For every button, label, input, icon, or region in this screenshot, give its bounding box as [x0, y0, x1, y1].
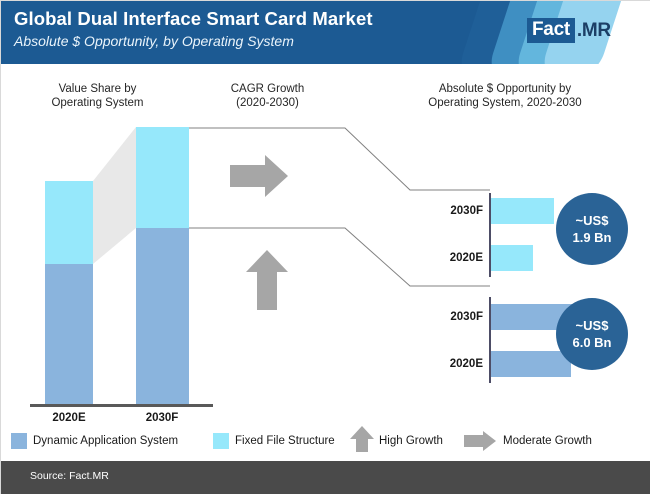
connector-line-upper [189, 127, 490, 191]
opportunity-bottom-label-2020e: 2020E [449, 358, 483, 370]
opportunity-bottom-label-2030f: 2030F [450, 311, 483, 323]
brand-logo: Fact .MR [527, 18, 611, 43]
legend-moderate-growth-arrow-icon [464, 431, 496, 451]
opportunity-heading-line2: Operating System, 2020-2030 [428, 97, 582, 109]
value-share-heading-line2: Operating System [51, 97, 144, 109]
legend-label-high-growth: High Growth [379, 435, 443, 447]
stacked-chart-x-axis [30, 404, 213, 407]
opportunity-heading-line1: Absolute $ Opportunity by [438, 83, 572, 95]
header-banner: Global Dual Interface Smart Card Market … [0, 0, 650, 64]
legend-swatch-dynamic-application-system [11, 433, 27, 449]
legend-high-growth-arrow-icon [350, 426, 374, 452]
opportunity-top-value-bubble: ~US$ 1.9 Bn [556, 193, 628, 265]
opportunity-top-bubble-line1: ~US$ [575, 213, 609, 228]
opportunity-top-label-2020e: 2020E [449, 252, 483, 264]
legend-label-moderate-growth: Moderate Growth [503, 435, 592, 447]
opportunity-bottom-bar-2020e [491, 351, 571, 377]
opportunity-top-bar-2020e [491, 245, 533, 271]
stacked-bar-2020e-fixed-file-structure [45, 181, 93, 264]
footer-source-text: Source: Fact.MR [30, 470, 109, 482]
section-heading-absolute-opportunity: Absolute $ Opportunity by Operating Syst… [380, 82, 630, 110]
moderate-growth-arrow-icon [230, 155, 288, 197]
section-heading-value-share: Value Share by Operating System [30, 82, 165, 110]
header-background [0, 0, 520, 64]
section-heading-cagr: CAGR Growth (2020-2030) [200, 82, 335, 110]
opportunity-top-axis [489, 193, 491, 277]
opportunity-bottom-bubble-line1: ~US$ [575, 318, 609, 333]
logo-main-text: Fact [527, 18, 575, 43]
page-title: Global Dual Interface Smart Card Market [14, 8, 373, 29]
opportunity-bottom-bubble-line2: 6.0 Bn [572, 335, 612, 350]
stacked-bar-2020e-dynamic-application-system [45, 264, 93, 405]
stacked-bar-link-band [93, 127, 136, 264]
connector-line-extra [183, 290, 410, 352]
opportunity-top-bubble-line2: 1.9 Bn [572, 230, 612, 245]
legend-label-fixed-file-structure: Fixed File Structure [235, 435, 335, 447]
opportunity-top-bar-2030f [491, 198, 554, 224]
stacked-bar-2030f-dynamic-application-system [136, 228, 189, 405]
high-growth-arrow-icon [246, 250, 288, 310]
value-share-heading-line1: Value Share by [58, 83, 137, 95]
opportunity-bottom-axis [489, 297, 491, 383]
opportunity-top-label-2030f: 2030F [450, 205, 483, 217]
legend-swatch-fixed-file-structure [213, 433, 229, 449]
opportunity-bottom-value-bubble: ~US$ 6.0 Bn [556, 298, 628, 370]
cagr-heading-line1: CAGR Growth [230, 83, 305, 95]
stacked-chart-category-2020e: 2020E [52, 412, 86, 424]
footer-bar [0, 461, 650, 494]
cagr-heading-line2: (2020-2030) [236, 97, 299, 109]
stacked-bar-2030f-fixed-file-structure [136, 127, 189, 228]
stacked-chart-category-2030f: 2030F [145, 412, 179, 424]
logo-suffix-text: .MR [576, 19, 611, 41]
page-subtitle: Absolute $ Opportunity, by Operating Sys… [14, 33, 294, 49]
legend-label-dynamic-application-system: Dynamic Application System [33, 435, 179, 447]
